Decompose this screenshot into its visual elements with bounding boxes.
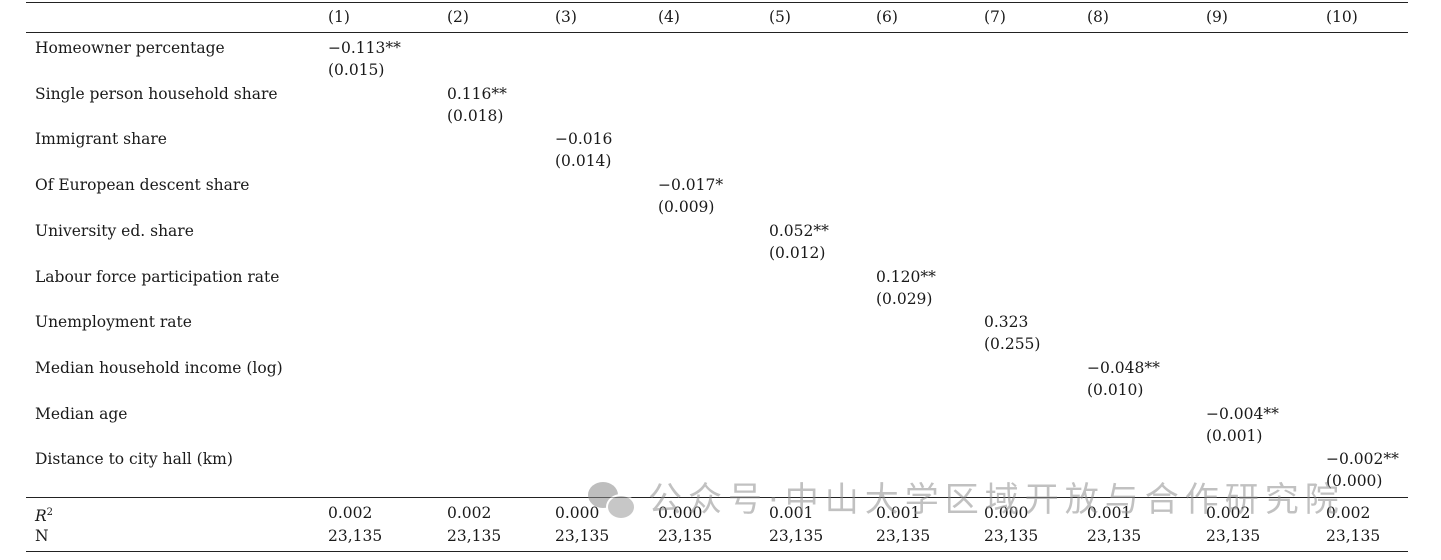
n-value: 23,135	[984, 527, 1039, 545]
row-label: Single person household share	[35, 85, 278, 103]
row-label: Of European descent share	[35, 176, 250, 194]
column-header: (4)	[658, 8, 680, 26]
standard-error: (0.000)	[1326, 472, 1383, 490]
n-value: 23,135	[555, 527, 610, 545]
n-label: N	[35, 527, 49, 545]
standard-error: (0.015)	[328, 61, 385, 79]
standard-error: (0.029)	[876, 290, 933, 308]
coefficient: 0.120**	[876, 268, 936, 286]
r2-value: 0.001	[1087, 504, 1132, 522]
n-value: 23,135	[1087, 527, 1142, 545]
standard-error: (0.018)	[447, 107, 504, 125]
r2-value: 0.002	[328, 504, 373, 522]
coefficient: −0.017*	[658, 176, 724, 194]
column-header: (9)	[1206, 8, 1228, 26]
r2-value: 0.002	[447, 504, 492, 522]
standard-error: (0.010)	[1087, 381, 1144, 399]
header-rule	[26, 32, 1408, 33]
column-header: (1)	[328, 8, 350, 26]
watermark: 公众号·中山大学区域开放与合作研究院	[588, 476, 1345, 524]
column-header: (2)	[447, 8, 469, 26]
row-label: Homeowner percentage	[35, 39, 225, 57]
r2-value: 0.002	[1206, 504, 1251, 522]
coefficient: −0.113**	[328, 39, 401, 57]
row-label: Median household income (log)	[35, 359, 283, 377]
row-label: Distance to city hall (km)	[35, 450, 233, 468]
n-value: 23,135	[769, 527, 824, 545]
r2-value: 0.000	[658, 504, 703, 522]
standard-error: (0.014)	[555, 152, 612, 170]
coefficient: −0.004**	[1206, 405, 1279, 423]
r2-value: 0.001	[769, 504, 814, 522]
n-value: 23,135	[658, 527, 713, 545]
column-header: (6)	[876, 8, 898, 26]
coefficient: −0.048**	[1087, 359, 1160, 377]
row-label: Median age	[35, 405, 128, 423]
n-value: 23,135	[876, 527, 931, 545]
r2-value: 0.000	[984, 504, 1029, 522]
coefficient: 0.323	[984, 313, 1029, 331]
stats-rule	[26, 497, 1408, 498]
n-value: 23,135	[328, 527, 383, 545]
standard-error: (0.001)	[1206, 427, 1263, 445]
n-value: 23,135	[447, 527, 502, 545]
row-label: Immigrant share	[35, 130, 167, 148]
column-header: (5)	[769, 8, 791, 26]
standard-error: (0.012)	[769, 244, 826, 262]
bottom-rule	[26, 551, 1408, 552]
top-rule	[26, 2, 1408, 3]
row-label: University ed. share	[35, 222, 194, 240]
row-label: Labour force participation rate	[35, 268, 280, 286]
n-value: 23,135	[1206, 527, 1261, 545]
coefficient: −0.002**	[1326, 450, 1399, 468]
coefficient: 0.052**	[769, 222, 829, 240]
r2-value: 0.000	[555, 504, 600, 522]
watermark-text: 公众号·中山大学区域开放与合作研究院	[648, 480, 1345, 520]
row-label: Unemployment rate	[35, 313, 192, 331]
column-header: (10)	[1326, 8, 1358, 26]
standard-error: (0.009)	[658, 198, 715, 216]
column-header: (8)	[1087, 8, 1109, 26]
n-value: 23,135	[1326, 527, 1381, 545]
column-header: (3)	[555, 8, 577, 26]
wechat-icon	[588, 480, 636, 520]
coefficient: −0.016	[555, 130, 613, 148]
r2-value: 0.002	[1326, 504, 1371, 522]
column-header: (7)	[984, 8, 1006, 26]
standard-error: (0.255)	[984, 335, 1041, 353]
r2-label: R2	[35, 507, 54, 525]
r2-value: 0.001	[876, 504, 921, 522]
coefficient: 0.116**	[447, 85, 507, 103]
